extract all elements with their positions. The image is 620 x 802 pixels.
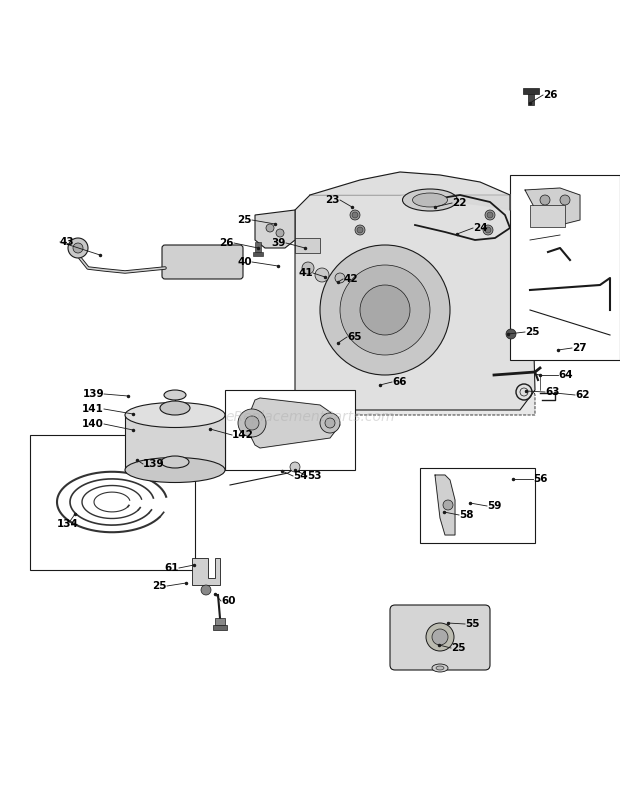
Bar xyxy=(253,252,263,256)
Circle shape xyxy=(340,265,430,355)
Ellipse shape xyxy=(412,193,448,207)
Ellipse shape xyxy=(161,456,189,468)
Circle shape xyxy=(483,225,493,235)
Circle shape xyxy=(443,500,453,510)
Text: 59: 59 xyxy=(487,501,502,511)
Polygon shape xyxy=(305,375,535,415)
Circle shape xyxy=(302,262,314,274)
Text: 23: 23 xyxy=(326,195,340,205)
Text: 64: 64 xyxy=(558,370,573,380)
Text: 22: 22 xyxy=(452,198,466,208)
Circle shape xyxy=(485,210,495,220)
Ellipse shape xyxy=(432,664,448,672)
Polygon shape xyxy=(295,195,535,410)
Text: 53: 53 xyxy=(307,471,322,481)
Bar xyxy=(530,205,565,227)
Ellipse shape xyxy=(125,403,225,427)
Text: eReplacementParts.com: eReplacementParts.com xyxy=(225,410,395,424)
Bar xyxy=(510,175,620,360)
Polygon shape xyxy=(255,210,295,248)
Bar xyxy=(523,88,539,94)
Ellipse shape xyxy=(125,457,225,483)
Circle shape xyxy=(238,409,266,437)
Circle shape xyxy=(352,212,358,218)
Text: 140: 140 xyxy=(82,419,104,429)
Circle shape xyxy=(355,225,365,235)
Bar xyxy=(30,435,195,570)
Circle shape xyxy=(201,585,211,595)
Text: 25: 25 xyxy=(525,327,539,337)
Text: 139: 139 xyxy=(82,389,104,399)
Text: 66: 66 xyxy=(392,377,407,387)
Circle shape xyxy=(315,268,329,282)
Text: 26: 26 xyxy=(219,238,234,248)
Text: 25: 25 xyxy=(237,215,252,225)
Circle shape xyxy=(245,416,259,430)
Bar xyxy=(295,238,320,253)
Polygon shape xyxy=(310,172,510,210)
Bar xyxy=(225,390,355,470)
Bar xyxy=(215,618,225,625)
Circle shape xyxy=(350,210,360,220)
Circle shape xyxy=(290,462,300,472)
Text: 27: 27 xyxy=(572,343,587,353)
Text: 39: 39 xyxy=(272,238,286,248)
Text: 54: 54 xyxy=(293,471,308,481)
Bar xyxy=(213,625,227,630)
Text: 24: 24 xyxy=(473,223,487,233)
FancyBboxPatch shape xyxy=(162,245,243,279)
Text: 134: 134 xyxy=(57,519,79,529)
Polygon shape xyxy=(435,475,455,535)
Text: 63: 63 xyxy=(545,387,559,397)
Circle shape xyxy=(432,629,448,645)
Ellipse shape xyxy=(436,666,444,670)
Text: 26: 26 xyxy=(543,90,557,100)
Text: 41: 41 xyxy=(298,268,313,278)
Circle shape xyxy=(487,212,493,218)
Text: 25: 25 xyxy=(153,581,167,591)
Circle shape xyxy=(73,243,83,253)
Text: 40: 40 xyxy=(237,257,252,267)
Polygon shape xyxy=(245,398,340,448)
Polygon shape xyxy=(525,188,580,225)
Text: 142: 142 xyxy=(232,430,254,440)
Circle shape xyxy=(357,227,363,233)
Bar xyxy=(528,90,534,105)
Bar xyxy=(420,468,535,543)
Bar xyxy=(255,242,261,252)
Text: 141: 141 xyxy=(82,404,104,414)
Circle shape xyxy=(426,623,454,651)
Circle shape xyxy=(335,273,345,283)
Circle shape xyxy=(68,238,88,258)
Circle shape xyxy=(320,413,340,433)
Circle shape xyxy=(325,418,335,428)
Circle shape xyxy=(266,224,274,232)
Text: 61: 61 xyxy=(164,563,179,573)
Text: 58: 58 xyxy=(459,510,474,520)
Text: 60: 60 xyxy=(221,596,236,606)
Text: 65: 65 xyxy=(347,332,361,342)
Bar xyxy=(125,415,225,470)
Text: 43: 43 xyxy=(60,237,74,247)
Text: 42: 42 xyxy=(343,274,358,284)
Circle shape xyxy=(560,195,570,205)
FancyBboxPatch shape xyxy=(390,605,490,670)
Text: 62: 62 xyxy=(575,390,590,400)
Circle shape xyxy=(485,227,491,233)
Circle shape xyxy=(506,329,516,339)
Polygon shape xyxy=(192,558,220,585)
Circle shape xyxy=(540,195,550,205)
Circle shape xyxy=(276,229,284,237)
Circle shape xyxy=(360,285,410,335)
Ellipse shape xyxy=(164,390,186,400)
Ellipse shape xyxy=(160,401,190,415)
Text: 139: 139 xyxy=(143,459,165,469)
Text: 56: 56 xyxy=(533,474,547,484)
Ellipse shape xyxy=(402,189,458,211)
Circle shape xyxy=(320,245,450,375)
Text: 55: 55 xyxy=(465,619,479,629)
Text: 25: 25 xyxy=(451,643,466,653)
